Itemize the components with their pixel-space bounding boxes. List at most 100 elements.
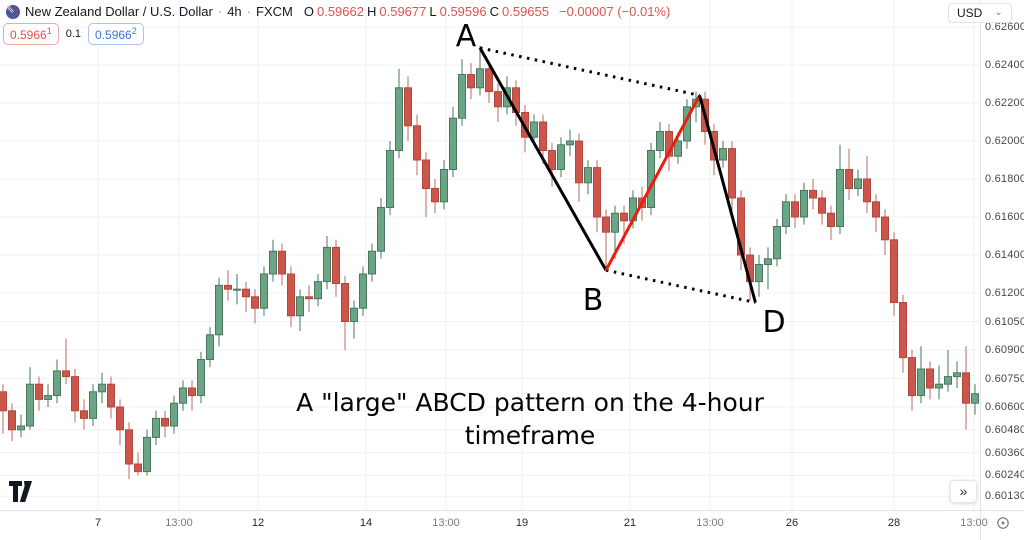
high-value: 0.59677 [379, 4, 427, 19]
time-axis-label: 7 [94, 517, 102, 529]
candle [413, 125, 421, 161]
candle [359, 273, 367, 309]
candle [0, 391, 7, 412]
candle [962, 372, 970, 404]
sell-price-button[interactable]: 0.59661 [3, 23, 59, 45]
candle [341, 283, 349, 322]
candle [98, 383, 106, 393]
legend-separator: · [246, 4, 252, 19]
candle [818, 197, 826, 214]
buy-price-button[interactable]: 0.59662 [88, 23, 144, 45]
price-axis-label: 0.61050 [985, 315, 1024, 328]
candle [845, 169, 853, 189]
candle [539, 121, 547, 151]
caption-line-2: timeframe [464, 421, 596, 450]
close-value: 0.59655 [502, 4, 549, 19]
candle [251, 296, 259, 309]
candle [296, 296, 304, 317]
time-axis[interactable]: 7 13:00 12 14 13:00 19 21 13:00 26 28 13:00 [0, 513, 1024, 540]
price-axis-label: 0.60480 [985, 423, 1024, 436]
pattern-point-label-b: B [583, 283, 604, 318]
candle [26, 383, 34, 427]
candle [8, 410, 16, 431]
price-axis-label: 0.60130 [985, 490, 1024, 503]
candle [404, 87, 412, 127]
candle [485, 68, 493, 93]
candle [728, 148, 736, 199]
low-label: L [429, 4, 437, 19]
candle [611, 212, 619, 233]
symbol-title[interactable]: New Zealand Dollar / U.S. Dollar [25, 4, 213, 19]
candle [602, 216, 610, 233]
spread-label: 0.1 [65, 28, 82, 40]
pattern-point-label-a: A [456, 19, 477, 54]
price-axis-label: 0.60750 [985, 372, 1024, 385]
price-axis-label: 0.61800 [985, 173, 1024, 185]
candle [755, 264, 763, 283]
candle [863, 178, 871, 203]
price-axis-label: 0.61600 [985, 211, 1024, 223]
candle [161, 417, 169, 427]
candle [386, 150, 394, 208]
candle [206, 334, 214, 360]
price-axis-label: 0.62600 [985, 21, 1024, 33]
open-value: 0.59662 [316, 4, 364, 19]
candle [278, 250, 286, 275]
candle [17, 425, 25, 431]
crosshair-target-icon[interactable] [995, 515, 1011, 531]
time-axis-label: 13:00 [432, 517, 460, 529]
candle [656, 131, 664, 151]
ask-pip-digit: 2 [131, 26, 137, 36]
time-axis-label: 26 [785, 517, 799, 529]
candle [125, 429, 133, 465]
candle [791, 201, 799, 218]
candle [971, 393, 979, 404]
candle [800, 189, 808, 218]
legend-separator: · [217, 4, 223, 19]
price-axis-label: 0.60900 [985, 344, 1024, 356]
candle [350, 307, 358, 323]
candle [224, 284, 232, 290]
currency-label: USD [957, 6, 983, 20]
price-axis-label: 0.60360 [985, 446, 1024, 459]
candle [260, 273, 268, 309]
expand-toolbar-button[interactable]: » [950, 480, 977, 503]
candle [593, 167, 601, 218]
pattern-line-ab [478, 47, 608, 271]
symbol-legend[interactable]: New Zealand Dollar / U.S. Dollar · 4h · … [6, 4, 670, 19]
candle [467, 74, 475, 89]
interval-label[interactable]: 4h [227, 4, 242, 19]
candle [773, 226, 781, 260]
candle [233, 288, 241, 291]
open-label: O [303, 4, 314, 19]
candle [287, 273, 295, 317]
time-axis-divider [0, 510, 1024, 511]
price-axis-label: 0.62000 [985, 135, 1024, 147]
pattern-line-bc [604, 94, 701, 271]
candle [908, 357, 916, 397]
ohlc-values: O 0.59662 H 0.59677 L 0.59596 C 0.59655 [304, 4, 549, 19]
pattern-line-ac [479, 46, 700, 97]
candle [494, 91, 502, 108]
price-axis-divider [980, 0, 981, 540]
exchange-label[interactable]: FXCM [256, 4, 293, 19]
candle [548, 150, 556, 170]
price-axis[interactable]: 0.62600 0.62400 0.62200 0.62000 0.61800 0.616… [985, 0, 1024, 510]
price-axis-label: 0.60600 [985, 401, 1024, 413]
pattern-line-bd [605, 268, 756, 304]
candle [377, 207, 385, 252]
pattern-point-label-d: D [762, 305, 785, 340]
currency-dropdown[interactable]: USD ⌄ [948, 3, 1012, 23]
time-axis-label: 21 [623, 517, 637, 529]
candle [458, 74, 466, 119]
candle [440, 169, 448, 203]
candle [116, 406, 124, 431]
price-axis-label: 0.60240 [985, 469, 1024, 482]
candle [899, 302, 907, 359]
candle [242, 288, 250, 298]
candle [575, 140, 583, 184]
candle [62, 370, 70, 378]
tradingview-logo[interactable] [9, 481, 37, 502]
bid-pip-digit: 1 [46, 26, 52, 36]
